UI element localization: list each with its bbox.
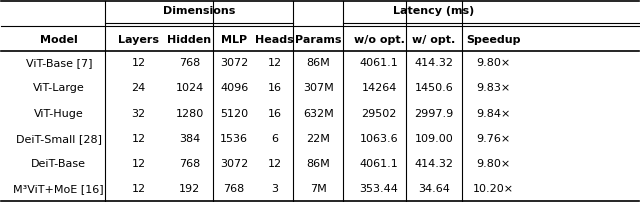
Text: 9.80×: 9.80× xyxy=(477,58,511,68)
Text: MLP: MLP xyxy=(221,35,247,45)
Text: w/ opt.: w/ opt. xyxy=(412,35,456,45)
Text: 22M: 22M xyxy=(307,134,330,144)
Text: 768: 768 xyxy=(179,159,200,169)
Text: ViT-Large: ViT-Large xyxy=(33,83,84,94)
Text: 1024: 1024 xyxy=(175,83,204,94)
Text: 12: 12 xyxy=(268,58,282,68)
Text: 1280: 1280 xyxy=(175,108,204,119)
Text: Heads: Heads xyxy=(255,35,294,45)
Text: 12: 12 xyxy=(131,58,145,68)
Text: 1450.6: 1450.6 xyxy=(415,83,453,94)
Text: 12: 12 xyxy=(131,134,145,144)
Text: 5120: 5120 xyxy=(220,108,248,119)
Text: Speedup: Speedup xyxy=(467,35,521,45)
Text: 7M: 7M xyxy=(310,184,327,194)
Text: 2997.9: 2997.9 xyxy=(414,108,454,119)
Text: 29502: 29502 xyxy=(362,108,397,119)
Text: 1536: 1536 xyxy=(220,134,248,144)
Text: 3: 3 xyxy=(271,184,278,194)
Text: 1063.6: 1063.6 xyxy=(360,134,398,144)
Text: 86M: 86M xyxy=(307,159,330,169)
Text: w/o opt.: w/o opt. xyxy=(353,35,404,45)
Text: 3072: 3072 xyxy=(220,159,248,169)
Text: 384: 384 xyxy=(179,134,200,144)
Text: 12: 12 xyxy=(131,184,145,194)
Text: 6: 6 xyxy=(271,134,278,144)
Text: Latency (ms): Latency (ms) xyxy=(393,6,474,16)
Text: 768: 768 xyxy=(179,58,200,68)
Text: Hidden: Hidden xyxy=(168,35,212,45)
Text: 86M: 86M xyxy=(307,58,330,68)
Text: ViT-Base [7]: ViT-Base [7] xyxy=(26,58,92,68)
Text: 32: 32 xyxy=(131,108,145,119)
Text: DeiT-Base: DeiT-Base xyxy=(31,159,86,169)
Text: Dimensions: Dimensions xyxy=(163,6,236,16)
Text: 192: 192 xyxy=(179,184,200,194)
Text: ViT-Huge: ViT-Huge xyxy=(34,108,84,119)
Text: 414.32: 414.32 xyxy=(414,159,453,169)
Text: 3072: 3072 xyxy=(220,58,248,68)
Text: 14264: 14264 xyxy=(362,83,397,94)
Text: 16: 16 xyxy=(268,108,282,119)
Text: 9.80×: 9.80× xyxy=(477,159,511,169)
Text: 10.20×: 10.20× xyxy=(474,184,515,194)
Text: M³ViT+MoE [16]: M³ViT+MoE [16] xyxy=(13,184,104,194)
Text: 4061.1: 4061.1 xyxy=(360,159,399,169)
Text: 4096: 4096 xyxy=(220,83,248,94)
Text: 353.44: 353.44 xyxy=(360,184,399,194)
Text: 414.32: 414.32 xyxy=(414,58,453,68)
Text: Layers: Layers xyxy=(118,35,159,45)
Text: Params: Params xyxy=(295,35,342,45)
Text: 16: 16 xyxy=(268,83,282,94)
Text: DeiT-Small [28]: DeiT-Small [28] xyxy=(16,134,102,144)
Text: 109.00: 109.00 xyxy=(415,134,453,144)
Text: 4061.1: 4061.1 xyxy=(360,58,399,68)
Text: 24: 24 xyxy=(131,83,146,94)
Text: 34.64: 34.64 xyxy=(418,184,450,194)
Text: 307M: 307M xyxy=(303,83,334,94)
Text: Model: Model xyxy=(40,35,77,45)
Text: 9.84×: 9.84× xyxy=(477,108,511,119)
Text: 9.83×: 9.83× xyxy=(477,83,511,94)
Text: 12: 12 xyxy=(131,159,145,169)
Text: 632M: 632M xyxy=(303,108,334,119)
Text: 9.76×: 9.76× xyxy=(477,134,511,144)
Text: 768: 768 xyxy=(223,184,245,194)
Text: 12: 12 xyxy=(268,159,282,169)
